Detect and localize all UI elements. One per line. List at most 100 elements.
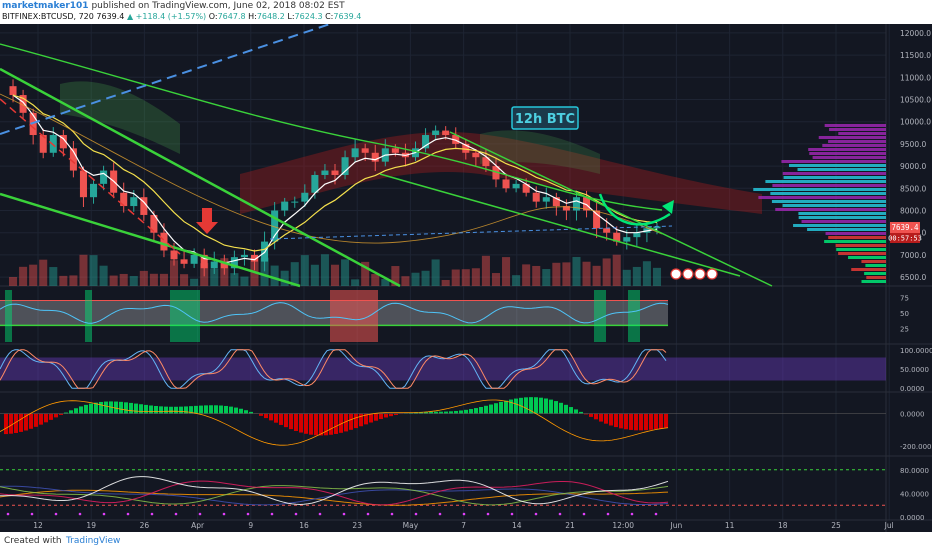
candle-body <box>542 197 550 202</box>
symbol-label: BITFINEX:BTCUSD, 720 <box>2 12 94 21</box>
author-link[interactable]: marketmaker101 <box>2 1 89 11</box>
annotation-box[interactable]: 12h BTC <box>511 106 579 130</box>
rsi-highlight <box>170 290 200 342</box>
time-tick-label: 14 <box>512 521 522 530</box>
signal-dot <box>630 512 634 516</box>
signal-dot <box>174 512 178 516</box>
candle-body <box>250 254 259 262</box>
signal-dot <box>246 512 250 516</box>
green-channel-lower <box>0 192 301 288</box>
histogram-bar <box>424 411 428 414</box>
histogram-bar <box>529 397 533 414</box>
histogram-bar <box>114 401 118 414</box>
volume-bar <box>69 275 78 286</box>
profile-bar <box>783 176 886 179</box>
tradingview-logo[interactable]: TradingView <box>66 536 121 546</box>
profile-bar <box>865 264 886 267</box>
histogram-bar <box>209 405 213 414</box>
high-value: 7648.2 <box>256 12 285 21</box>
rsi-highlight <box>330 290 378 342</box>
candle-body <box>522 183 530 193</box>
volume-bar <box>59 275 68 286</box>
histogram-bar <box>234 407 238 414</box>
signal-dot <box>582 512 586 516</box>
profile-bar <box>788 164 886 167</box>
histogram-bar <box>444 411 448 414</box>
candle-body <box>230 257 238 269</box>
histogram-bar <box>284 413 288 428</box>
histogram-bar <box>589 413 593 417</box>
volume-bar <box>19 266 28 286</box>
histogram-bar <box>539 397 543 414</box>
histogram-bar <box>289 413 293 430</box>
histogram-bar <box>344 413 348 432</box>
histogram-bar <box>564 404 568 414</box>
indicator-line <box>0 485 669 506</box>
histogram-bar <box>524 397 528 414</box>
candle-body <box>633 232 641 238</box>
candle-body <box>482 157 490 167</box>
histogram-bar <box>359 413 363 427</box>
histogram-bar <box>189 406 193 414</box>
event-marker <box>694 268 706 280</box>
high-label: H: <box>248 12 257 21</box>
histogram-bar <box>619 413 623 429</box>
histogram-bar <box>494 403 498 414</box>
event-marker <box>682 268 694 280</box>
signal-dot <box>318 512 322 516</box>
profile-bar <box>758 196 886 199</box>
signal-dot <box>294 512 298 516</box>
histogram-bar <box>149 405 153 414</box>
histogram-bar <box>29 413 33 429</box>
volume-bar <box>139 270 148 286</box>
signal-dot <box>342 512 346 516</box>
time-tick-label: 9 <box>248 521 253 530</box>
candle-body <box>9 86 17 96</box>
last-price: 7639.4 <box>96 12 125 21</box>
indicator-line <box>0 489 669 506</box>
candle-body <box>160 232 168 251</box>
price-tick-label: 11000.0 <box>900 73 931 82</box>
profile-bar <box>866 276 886 279</box>
volume-bar <box>512 275 521 286</box>
volume-bar <box>300 255 309 286</box>
histogram-bar <box>534 397 538 414</box>
histogram-bar <box>119 401 123 414</box>
rsi-highlight <box>5 290 12 342</box>
histogram-bar <box>19 413 23 432</box>
projection-arrow-curve <box>598 193 671 226</box>
candle-body <box>572 197 580 211</box>
candle-body <box>39 135 47 153</box>
histogram-bar <box>514 398 518 414</box>
volume-bar <box>461 269 470 286</box>
histogram-bar <box>294 413 298 431</box>
rsi-highlight <box>85 290 92 342</box>
price-tick-label: 10000.0 <box>900 118 931 127</box>
histogram-bar <box>4 413 8 435</box>
histogram-bar <box>559 402 563 414</box>
histogram-bar <box>544 398 548 414</box>
profile-bar <box>771 200 886 203</box>
open-value: 7647.8 <box>217 12 246 21</box>
candle-body <box>351 148 359 158</box>
histogram-bar <box>259 413 263 416</box>
candle-body <box>583 197 591 211</box>
histogram-bar <box>164 406 168 414</box>
indicator-tick-label: 80.0000 <box>900 467 929 475</box>
histogram-bar <box>624 413 628 430</box>
histogram-bar <box>509 399 513 414</box>
histogram-bar <box>604 413 608 424</box>
annotation-frame <box>511 106 579 130</box>
histogram-bar <box>504 400 508 414</box>
time-tick-label: May <box>403 521 419 530</box>
volume-bar <box>280 270 289 286</box>
profile-bar <box>836 248 886 251</box>
chart-canvas[interactable]: 12000.011500.011000.010500.010000.09500.… <box>0 24 932 532</box>
volume-bar <box>230 273 239 286</box>
time-tick-label: 11 <box>725 521 735 530</box>
histogram-bar <box>9 413 13 434</box>
candle-body <box>180 259 188 264</box>
histogram-bar <box>89 403 93 414</box>
histogram-bar <box>479 406 483 414</box>
candle-body <box>150 214 158 233</box>
